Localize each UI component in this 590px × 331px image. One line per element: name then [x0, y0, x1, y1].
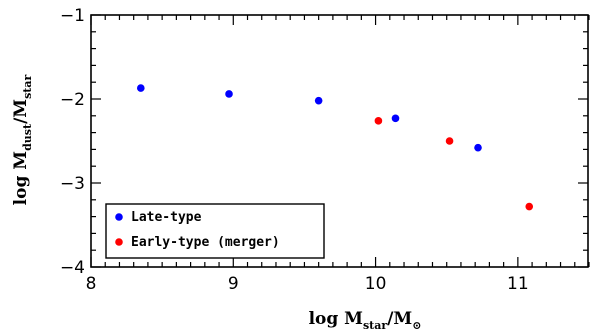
data-points — [137, 84, 534, 211]
x-axis-label: log Mstar/M⊙ — [309, 309, 422, 331]
data-point-late-type — [474, 143, 482, 152]
data-point-early-type — [525, 202, 534, 211]
x-tick-label: 10 — [365, 274, 387, 294]
tick-labels: 8 9 10 11 −4 −3 −2 −1 — [60, 6, 529, 294]
legend-box — [105, 203, 325, 259]
legend-marker-late-type — [115, 213, 123, 221]
y-tick-label: −1 — [60, 6, 85, 26]
y-axis-label: log Mdust/Mstar — [11, 74, 34, 205]
data-point-late-type — [314, 96, 323, 105]
data-point-late-type — [225, 90, 233, 98]
data-point-early-type — [374, 117, 383, 125]
y-tick-label: −4 — [60, 258, 85, 278]
x-tick-label: 8 — [86, 274, 97, 294]
legend: Late-type Early-type (merger) — [105, 203, 325, 259]
legend-label-early-type: Early-type (merger) — [131, 235, 280, 250]
legend-label-late-type: Late-type — [131, 210, 202, 225]
y-tick-label: −3 — [60, 174, 85, 194]
data-point-late-type — [137, 84, 145, 92]
plot-frame — [90, 14, 589, 268]
legend-marker-early-type — [115, 238, 123, 246]
data-point-early-type — [445, 137, 454, 145]
data-point-late-type — [391, 114, 400, 123]
x-tick-label: 11 — [507, 274, 529, 294]
x-tick-label: 9 — [228, 274, 239, 294]
y-tick-label: −2 — [60, 90, 85, 110]
